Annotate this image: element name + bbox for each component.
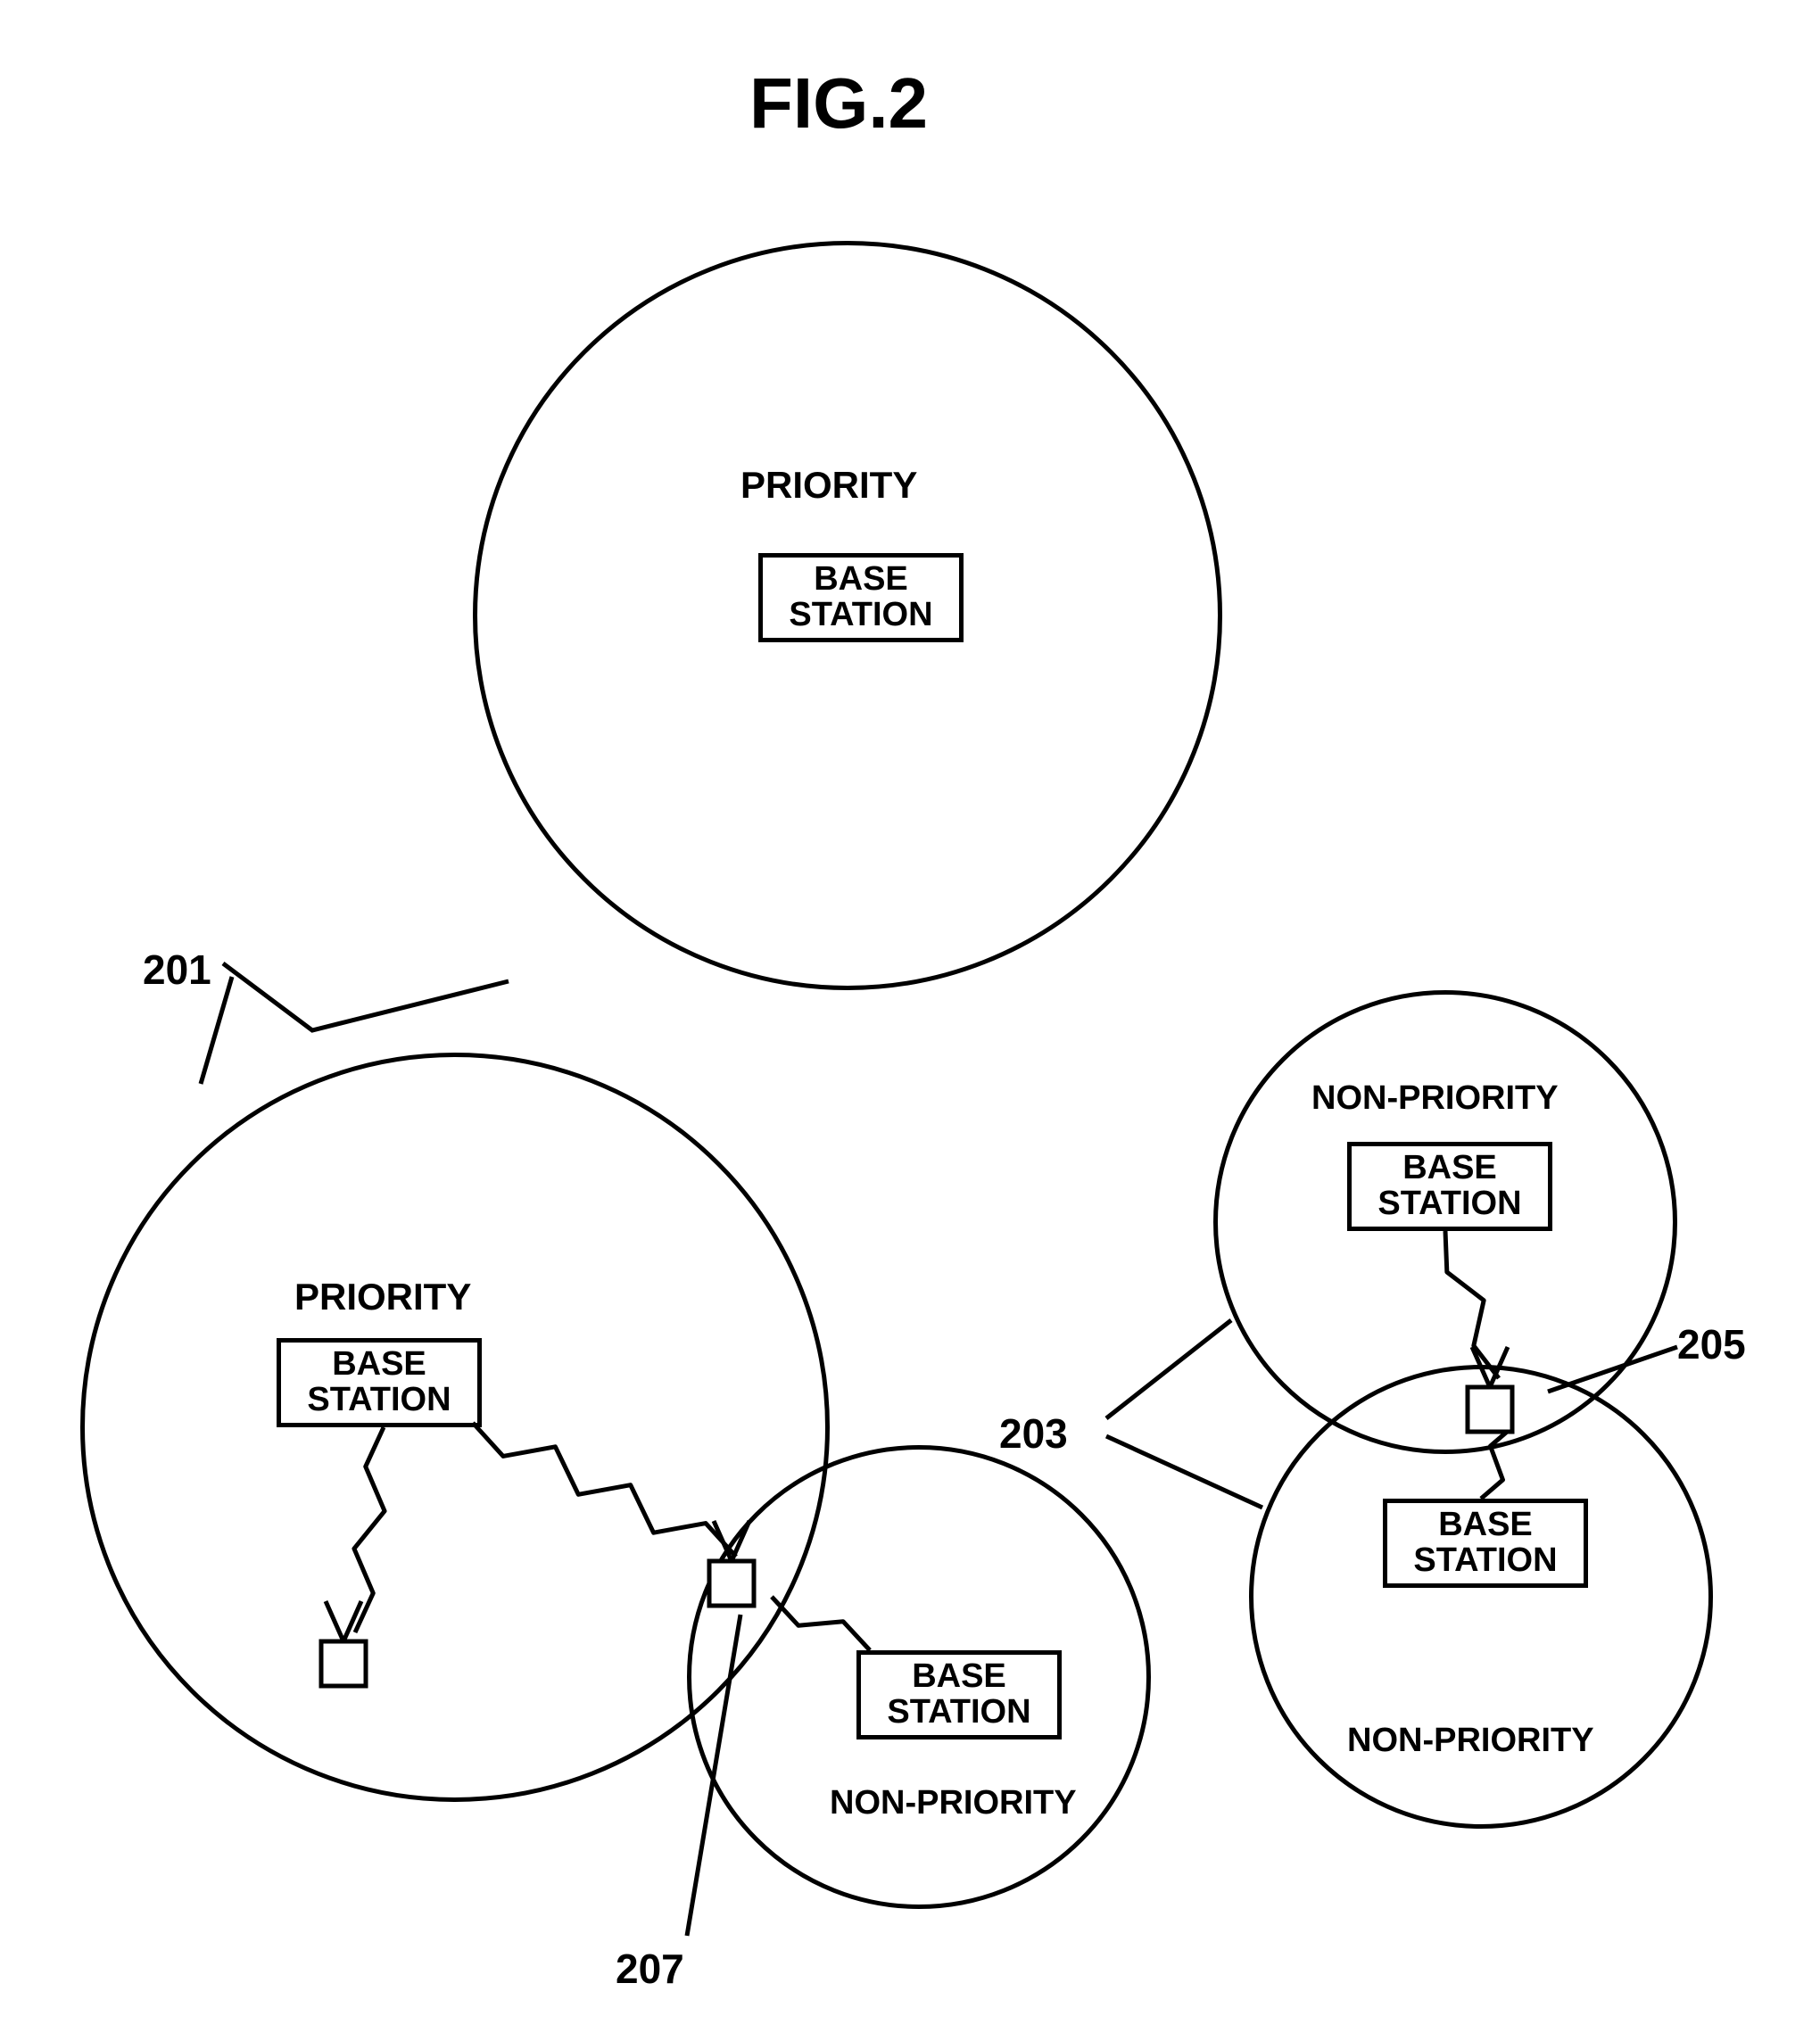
ref-203: 203 [999,1409,1068,1458]
ref-205: 205 [1677,1320,1746,1368]
label-left-priority: PRIORITY [294,1276,471,1318]
label-right-bot-np: NON-PRIORITY [1347,1722,1594,1760]
label-left-nonpriority: NON-PRIORITY [830,1784,1077,1822]
bs-left: BASE STATION [277,1338,482,1427]
label-top-priority: PRIORITY [740,464,917,507]
bs-top: BASE STATION [758,553,964,642]
bs-right-bot: BASE STATION [1383,1499,1588,1588]
bs-left-np: BASE STATION [856,1650,1062,1739]
label-right-top-np: NON-PRIORITY [1311,1079,1559,1118]
ref-207: 207 [616,1945,684,1993]
ref-201: 201 [143,946,211,994]
figure-title: FIG.2 [749,62,928,145]
bs-right-top: BASE STATION [1347,1142,1552,1231]
